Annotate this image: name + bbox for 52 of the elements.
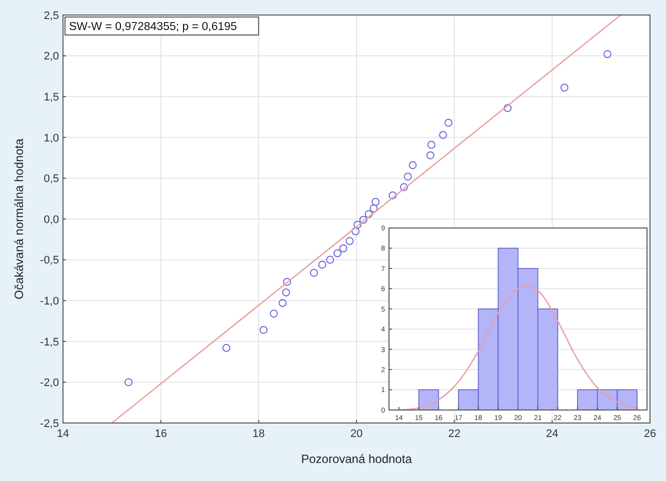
point	[310, 268, 318, 277]
point	[370, 204, 378, 212]
point	[346, 237, 354, 246]
point	[278, 299, 287, 308]
x-tick-label: 24	[546, 428, 558, 440]
point	[333, 249, 342, 258]
y-tick-label: 0,5	[44, 173, 59, 186]
point	[400, 183, 408, 192]
y-tick-label: -1,5	[40, 336, 59, 348]
point	[426, 151, 434, 160]
y-tick-label: 0,0	[44, 214, 59, 226]
y-axis-title: Očakávaná normálna hodnota	[12, 138, 26, 300]
x-tick-label: 20	[350, 428, 363, 440]
x-tick-label: 26	[644, 428, 656, 440]
y-tick-label: 2,5	[44, 10, 59, 22]
point	[353, 220, 362, 229]
point	[222, 344, 230, 352]
point	[326, 256, 334, 264]
point	[388, 191, 397, 200]
point	[408, 161, 417, 170]
line-series	[398, 286, 638, 411]
y-tick-label: -2,5	[40, 418, 59, 430]
y-tick-label: 1,0	[44, 132, 59, 144]
point	[359, 216, 368, 224]
y-tick-label: -1,0	[40, 295, 59, 308]
y-tick-label: 2,0	[44, 50, 59, 63]
point	[372, 198, 380, 206]
point	[282, 288, 290, 296]
point	[352, 227, 360, 236]
y-tick-label: -2,0	[40, 377, 59, 390]
x-tick-label: 18	[252, 428, 265, 440]
point	[270, 310, 278, 318]
x-tick-label: 22	[448, 428, 460, 440]
point	[444, 118, 452, 127]
x-tick-label: 14	[56, 428, 70, 440]
point	[318, 260, 326, 269]
point	[427, 140, 436, 149]
y-tick-label: 1,5	[44, 91, 59, 104]
point	[283, 278, 292, 286]
point	[260, 326, 268, 334]
annotation: SW-W = 0,97284355; p = 0,6195	[69, 21, 237, 33]
point	[364, 210, 373, 218]
x-tick-label: 16	[154, 428, 167, 440]
point	[504, 104, 512, 112]
point	[404, 172, 412, 181]
point	[560, 84, 568, 92]
point	[339, 244, 348, 252]
x-axis-title: Pozorovaná hodnota	[301, 452, 412, 466]
y-tick-label: -0,5	[40, 254, 59, 267]
point	[603, 50, 612, 58]
point	[124, 378, 133, 386]
point	[439, 130, 448, 139]
